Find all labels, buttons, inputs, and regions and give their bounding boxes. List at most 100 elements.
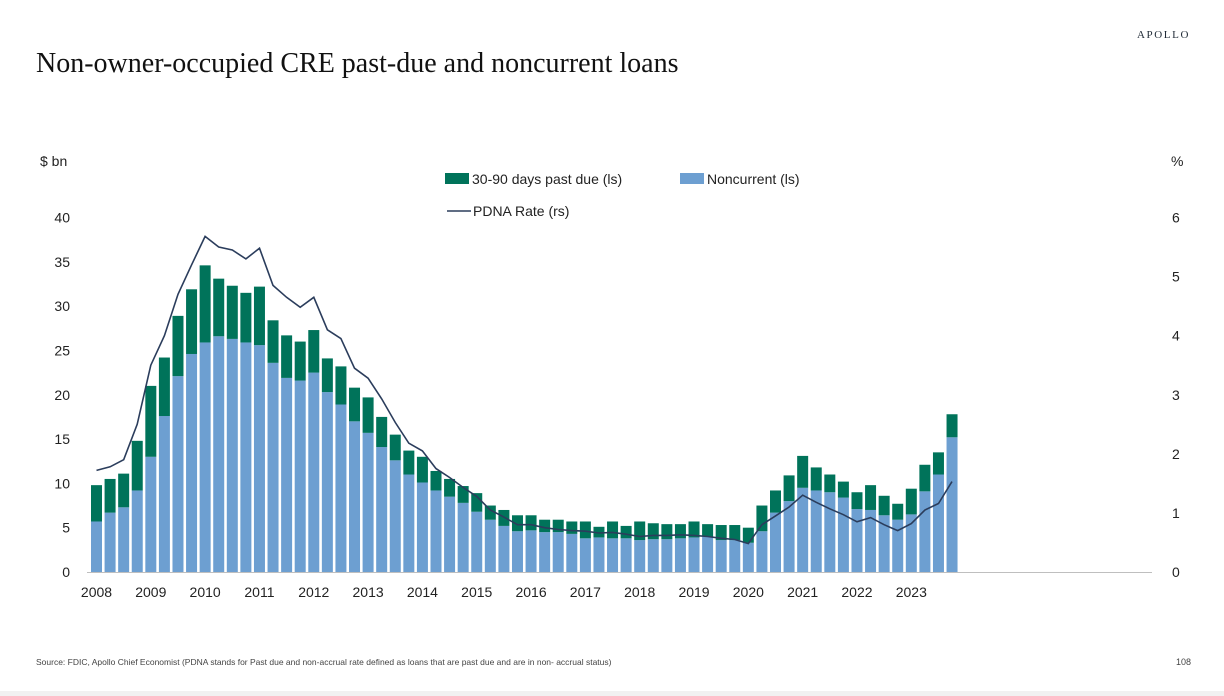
bar-past-due [566,521,578,534]
bar-noncurrent [702,536,714,572]
x-tick-label: 2017 [570,584,601,600]
bar-noncurrent [607,538,619,572]
source-note: Source: FDIC, Apollo Chief Economist (PD… [36,657,612,667]
bar-past-due [91,485,102,522]
brand-logo: APOLLO [1137,29,1190,41]
bar-past-due [403,450,415,475]
bar-noncurrent [335,404,347,572]
bar-past-due [865,485,877,510]
bar-past-due [172,315,184,377]
x-tick-label: 2010 [190,584,221,600]
bar-noncurrent [104,512,116,572]
bar-noncurrent [878,515,890,572]
bar-noncurrent [172,376,184,572]
bar-noncurrent [905,514,917,572]
bar-noncurrent [837,497,849,572]
bar-past-due [824,474,836,493]
bar-past-due [919,464,931,492]
bar-past-due [484,505,496,520]
bar-noncurrent [267,362,279,572]
bar-past-due [688,521,700,538]
bar-past-due [321,358,333,393]
bar-past-due [267,320,279,363]
bar-noncurrent [729,540,741,572]
bar-noncurrent [498,525,510,572]
x-tick-label: 2016 [515,584,546,600]
bar-noncurrent [661,539,673,572]
bar-noncurrent [253,345,265,572]
bar-past-due [756,505,768,532]
bar-noncurrent [620,538,632,572]
bar-past-due [131,440,143,491]
right-axis-ticks: 0 1 2 3 4 5 6 [1172,210,1180,581]
bar-past-due [742,527,754,543]
bar-past-due [158,357,170,417]
chart: 0 5 10 15 20 25 30 35 40 0 1 2 3 4 5 6 2008 2009 2010 201… [40,153,1183,600]
bar-past-due [851,492,863,510]
bar-noncurrent [416,482,428,572]
legend-label-noncurrent: Noncurrent (ls) [707,171,800,187]
bar-noncurrent [186,353,198,572]
bar-past-due [240,292,252,343]
bar-noncurrent [566,533,578,572]
bar-past-due [281,335,293,378]
left-tick-label: 25 [54,342,70,358]
bar-noncurrent [851,509,863,572]
bar-past-due [308,330,320,373]
left-tick-label: 35 [54,254,70,270]
bar-noncurrent [457,502,469,572]
bar-noncurrent [376,447,388,572]
bar-past-due [253,286,265,346]
bar-noncurrent [579,538,591,572]
bar-noncurrent [593,537,605,572]
bar-past-due [946,414,958,438]
bar-past-due [213,278,225,337]
bar-past-due [892,503,904,520]
pdna-rate-line [96,235,953,545]
bar-noncurrent [892,519,904,572]
legend-swatch-noncurrent [680,173,704,184]
bar-noncurrent [199,342,211,572]
bar-past-due [620,525,632,539]
right-tick-label: 3 [1172,387,1180,403]
x-tick-label: 2009 [135,584,166,600]
bar-noncurrent [932,474,944,572]
x-tick-label: 2012 [298,584,329,600]
bar-noncurrent [91,521,102,572]
bar-past-due [810,467,822,491]
chart-bars [91,265,958,572]
bar-past-due [511,515,523,532]
bar-noncurrent [919,491,931,572]
bar-noncurrent [634,540,646,572]
x-tick-label: 2015 [461,584,492,600]
bar-noncurrent [308,372,320,572]
bar-past-due [118,473,130,508]
bar-past-due [715,525,727,541]
bar-past-due [770,490,781,513]
x-tick-label: 2020 [733,584,764,600]
x-tick-label: 2013 [353,584,384,600]
bar-past-due [634,521,646,541]
x-tick-label: 2008 [81,584,112,600]
bar-past-due [607,521,619,539]
right-tick-label: 5 [1172,269,1180,285]
bar-past-due [837,481,849,498]
bar-past-due [335,366,347,405]
x-tick-label: 2018 [624,584,655,600]
bar-noncurrent [158,416,170,572]
left-tick-label: 10 [54,475,70,491]
bar-noncurrent [742,542,754,572]
right-tick-label: 6 [1172,210,1180,226]
bar-past-due [416,456,428,483]
bar-noncurrent [471,511,483,572]
left-axis-ticks: 0 5 10 15 20 25 30 35 40 [54,210,70,581]
bar-noncurrent [131,490,143,572]
bar-past-due [186,289,198,354]
left-tick-label: 5 [62,520,70,536]
bar-noncurrent [444,496,456,572]
bar-noncurrent [226,338,238,572]
bar-past-due [104,478,116,513]
right-tick-label: 0 [1172,564,1180,580]
bar-past-due [647,523,659,540]
bar-noncurrent [145,456,157,572]
